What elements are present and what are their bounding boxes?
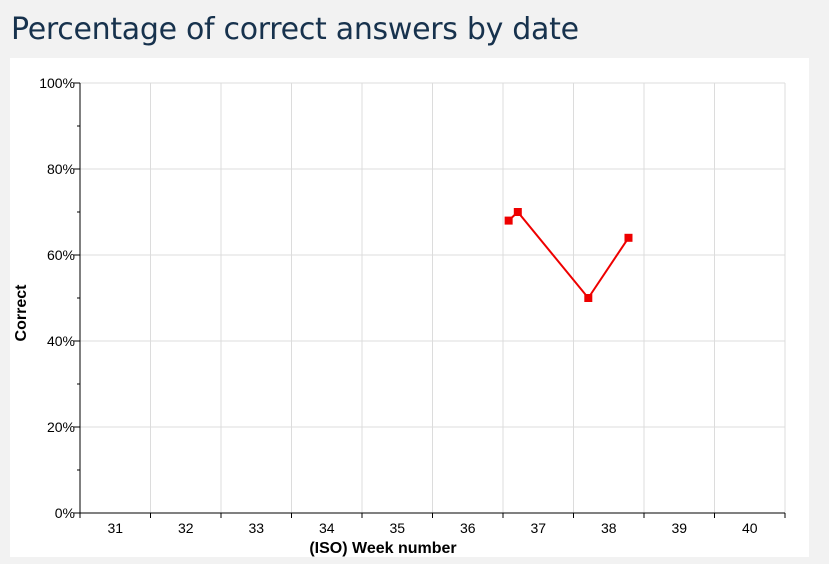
y-tick-label: 100% bbox=[39, 75, 75, 91]
series-line bbox=[507, 210, 630, 300]
x-tick-label: 33 bbox=[248, 520, 264, 536]
x-tick-label: 38 bbox=[601, 520, 617, 536]
data-point bbox=[504, 216, 513, 225]
x-tick-label: 36 bbox=[460, 520, 476, 536]
y-tick-label: 80% bbox=[47, 161, 75, 177]
x-axis-title: (ISO) Week number bbox=[309, 540, 456, 557]
axes: 0% 20% 40% 60% 80% 100% 31 32 33 34 35 36 37 38 39 40 bbox=[39, 75, 786, 536]
y-tick-label: 20% bbox=[47, 419, 75, 435]
x-tick-label: 37 bbox=[530, 520, 546, 536]
series-group bbox=[504, 208, 633, 302]
y-tick-label: 60% bbox=[47, 247, 75, 263]
x-tick-label: 32 bbox=[178, 520, 194, 536]
x-tick-label: 35 bbox=[389, 520, 405, 536]
data-point bbox=[513, 208, 522, 216]
y-tick-label: 40% bbox=[47, 333, 75, 349]
data-point bbox=[624, 233, 633, 242]
line-chart: 0% 20% 40% 60% 80% 100% 31 32 33 34 35 36 37 38 39 40 C… bbox=[13, 75, 786, 557]
data-point bbox=[584, 294, 593, 302]
y-axis-title: Correct bbox=[13, 284, 30, 342]
gridlines bbox=[80, 82, 786, 513]
y-tick-label: 0% bbox=[55, 505, 75, 521]
chart-panel: 0% 20% 40% 60% 80% 100% 31 32 33 34 35 36 37 38 39 40 C… bbox=[10, 58, 809, 557]
x-tick-label: 31 bbox=[107, 520, 123, 536]
x-tick-label: 39 bbox=[671, 520, 687, 536]
page-title: Percentage of correct answers by date bbox=[11, 12, 579, 47]
x-tick-label: 40 bbox=[742, 520, 758, 536]
x-tick-label: 34 bbox=[319, 520, 335, 536]
